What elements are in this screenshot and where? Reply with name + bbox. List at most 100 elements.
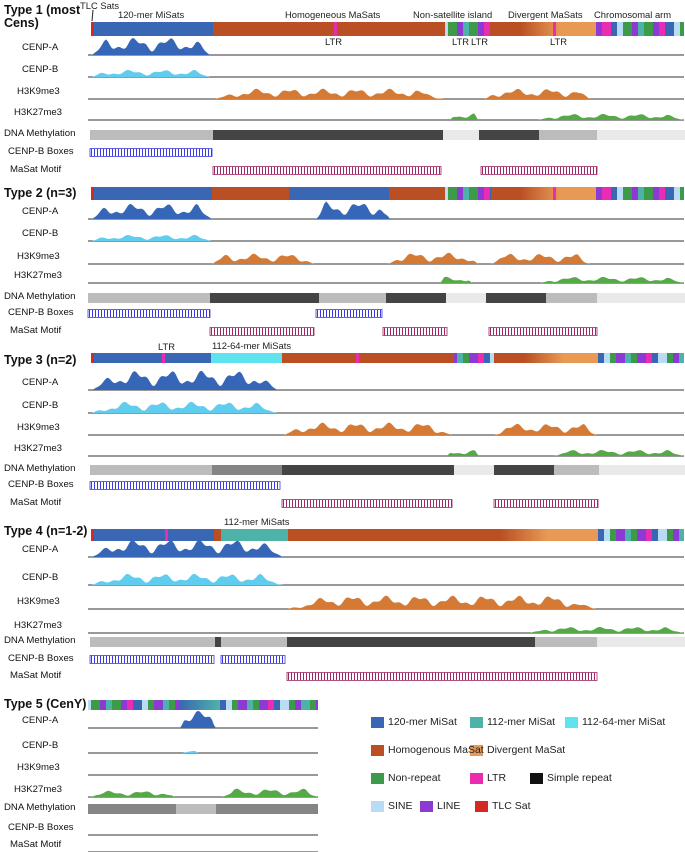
- mixed-repeat-stripe: [631, 529, 634, 541]
- legend-label-2: 112-64-mer MiSat: [582, 716, 666, 728]
- methylation-block: [539, 130, 597, 140]
- methylation-block: [88, 804, 176, 814]
- track-label-0-type3: CENP-A: [22, 377, 59, 388]
- mixed-repeat-stripe: [115, 700, 118, 710]
- homogeneous-masats-label: Homogeneous MaSats: [285, 9, 381, 20]
- legend-swatch-6: [470, 773, 483, 784]
- track-label-5-type5: CENP-B Boxes: [8, 822, 74, 833]
- mixed-repeat-stripe: [277, 700, 280, 710]
- mixed-repeat-stripe: [616, 353, 619, 363]
- mixed-repeat-stripe: [664, 353, 667, 363]
- mixed-repeat-stripe: [460, 187, 463, 200]
- ltr-label: LTR: [325, 36, 343, 47]
- methylation-block: [90, 465, 212, 475]
- mixed-repeat-stripe: [635, 187, 638, 200]
- cenpa-signal: [92, 540, 284, 557]
- mixed-repeat-stripe: [641, 187, 644, 200]
- mixed-repeat-stripe: [241, 700, 244, 710]
- mixed-repeat-stripe: [253, 700, 256, 710]
- track-label-3-type5: H3K27me3: [14, 784, 62, 795]
- mixed-repeat-stripe: [247, 700, 250, 710]
- mixed-repeat-stripe: [91, 700, 94, 710]
- mixed-repeat-stripe: [652, 529, 655, 541]
- mixed-repeat-stripe: [658, 353, 661, 363]
- cenpb-boxes-frame: [315, 309, 383, 318]
- mixed-repeat-stripe: [463, 22, 466, 36]
- h3k27me3-signal: [530, 626, 684, 633]
- mixed-repeat-stripe: [601, 353, 604, 363]
- mixed-repeat-stripe: [676, 529, 679, 541]
- mixed-repeat-stripe: [274, 700, 277, 710]
- mixed-repeat-stripe: [298, 700, 301, 710]
- methylation-block: [597, 130, 685, 140]
- mixed-repeat-stripe: [617, 187, 620, 200]
- tlc-sat-segment: [91, 187, 94, 200]
- mixed-repeat-stripe: [659, 22, 662, 36]
- methylation-block: [597, 293, 685, 303]
- mixed-repeat-stripe: [628, 529, 631, 541]
- methylation-block: [386, 293, 446, 303]
- methylation-block: [454, 465, 494, 475]
- track-label-6-type5: MaSat Motif: [10, 839, 62, 850]
- legend-swatch-4: [470, 745, 483, 756]
- track-label-6-type3: MaSat Motif: [10, 497, 62, 508]
- track-label-5-type4: CENP-B Boxes: [8, 653, 74, 664]
- mixed-repeat-stripe: [172, 700, 175, 710]
- mixed-repeat-stripe: [481, 22, 484, 36]
- mixed-repeat-stripe: [280, 700, 283, 710]
- mixed-repeat-stripe: [463, 187, 466, 200]
- mixed-repeat-stripe: [643, 353, 646, 363]
- mixed-repeat-stripe: [178, 700, 180, 710]
- mixed-repeat-stripe: [626, 187, 629, 200]
- mixed-repeat-stripe: [301, 700, 304, 710]
- legend-label-0: 120-mer MiSat: [388, 716, 457, 728]
- divergent-gradient-segment: [520, 22, 560, 36]
- track-label-2-type5: H3K9me3: [17, 762, 60, 773]
- track-label-4-type1: DNA Methylation: [4, 128, 76, 139]
- mixed-repeat-stripe: [160, 700, 163, 710]
- homogeneous-segment: [389, 187, 445, 200]
- methylation-block: [215, 637, 221, 647]
- mixed-repeat-stripe: [661, 353, 664, 363]
- h3k27me3-signal: [440, 276, 472, 283]
- methylation-block: [443, 130, 479, 140]
- mixed-repeat-stripe: [680, 187, 683, 200]
- mixed-repeat-stripe: [607, 353, 610, 363]
- methylation-block: [88, 293, 210, 303]
- cenpa-signal: [316, 201, 390, 219]
- mixed-repeat-stripe: [664, 529, 667, 541]
- mixed-repeat-stripe: [124, 700, 127, 710]
- cenpa-signal: [92, 203, 212, 219]
- mixed-repeat-stripe: [481, 187, 484, 200]
- legend-label-10: TLC Sat: [492, 800, 531, 812]
- mixed-repeat-stripe: [451, 187, 454, 200]
- mixed-repeat-stripe: [617, 22, 620, 36]
- legend-swatch-8: [371, 801, 384, 812]
- mixed-repeat-stripe: [598, 529, 601, 541]
- mixed-repeat-stripe: [472, 22, 475, 36]
- mixed-repeat-stripe: [623, 22, 626, 36]
- legend-swatch-3: [371, 745, 384, 756]
- mixed-repeat-stripe: [226, 700, 229, 710]
- mixed-repeat-stripe: [463, 353, 466, 363]
- mixed-repeat-stripe: [683, 22, 684, 36]
- mixed-repeat-stripe: [623, 187, 626, 200]
- mixed-repeat-stripe: [472, 187, 475, 200]
- mixed-repeat-stripe: [121, 700, 124, 710]
- mer112-64-segment: [211, 353, 282, 363]
- mixed-repeat-stripe: [283, 700, 286, 710]
- legend-label-3: Homogenous MaSat: [388, 744, 484, 756]
- mixed-repeat-stripe: [640, 353, 643, 363]
- ltr-mark: [553, 22, 556, 36]
- mixed-repeat-stripe: [634, 353, 637, 363]
- methylation-block: [494, 465, 554, 475]
- mixed-repeat-stripe: [448, 187, 451, 200]
- mixed-repeat-stripe: [154, 700, 157, 710]
- mixed-repeat-stripe: [632, 22, 635, 36]
- methylation-block: [446, 293, 486, 303]
- h3k27me3-signal: [540, 277, 684, 283]
- methylation-block: [210, 293, 319, 303]
- methylation-block: [554, 465, 599, 475]
- mixed-repeat-stripe: [100, 700, 103, 710]
